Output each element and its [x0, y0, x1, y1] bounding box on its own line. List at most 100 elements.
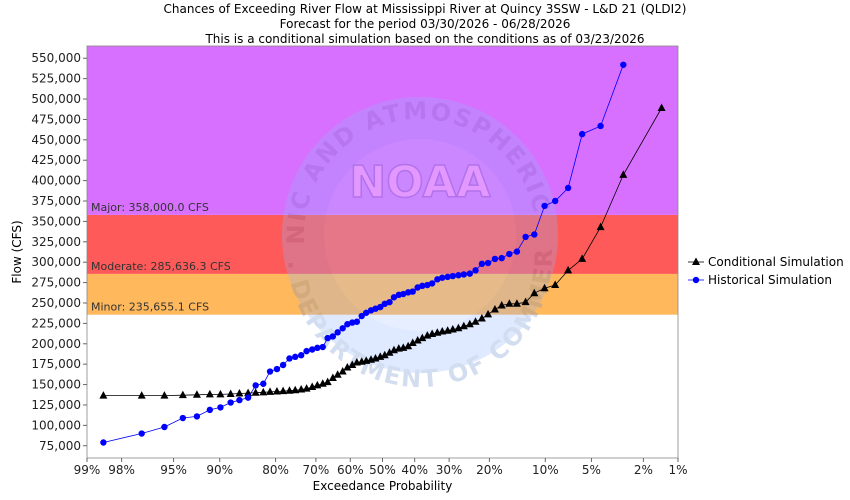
point-historical-simulation-17 [297, 352, 305, 359]
point-historical-simulation-28 [353, 318, 361, 325]
y-tick-label-19: 550,000 [31, 51, 81, 65]
point-conditional-simulation-14 [279, 386, 288, 395]
point-historical-simulation-61 [541, 202, 548, 210]
point-historical-simulation-44 [428, 280, 436, 287]
point-historical-simulation-10 [252, 382, 259, 389]
point-historical-simulation-53 [478, 260, 486, 268]
chart-title-line-1: Chances of Exceeding River Flow at Missi… [164, 2, 687, 16]
chart-title-line-3: This is a conditional simulation based o… [204, 32, 644, 46]
y-tick-label-7: 250,000 [31, 296, 81, 310]
flood-stage-bands [87, 46, 678, 315]
y-tick-label-16: 475,000 [31, 112, 81, 126]
series-historical-simulation [100, 61, 627, 446]
point-historical-simulation-58 [513, 248, 521, 255]
point-conditional-simulation-56 [497, 300, 506, 309]
point-conditional-simulation-10 [251, 388, 260, 396]
point-conditional-simulation-62 [551, 280, 560, 289]
x-tick-label-9: 30% [436, 463, 463, 477]
point-conditional-simulation-12 [266, 387, 275, 395]
y-tick-label-11: 350,000 [31, 214, 81, 228]
legend-marker-historical-simulation [692, 276, 700, 284]
point-historical-simulation-46 [439, 274, 446, 281]
point-conditional-simulation-3 [178, 390, 187, 399]
point-historical-simulation-30 [363, 309, 370, 316]
point-conditional-simulation-50 [459, 321, 468, 330]
point-historical-simulation-60 [531, 231, 538, 238]
x-axis-label: Exceedance Probability [313, 479, 453, 493]
x-tick-label-13: 2% [634, 463, 653, 477]
point-conditional-simulation-4 [192, 390, 201, 398]
y-tick-label-17: 500,000 [31, 92, 81, 106]
y-tick-label-0: 75,000 [39, 439, 81, 453]
point-conditional-simulation-7 [226, 389, 235, 397]
point-conditional-simulation-42 [418, 333, 427, 342]
point-conditional-simulation-63 [564, 265, 573, 274]
point-historical-simulation-51 [466, 270, 473, 277]
point-historical-simulation-16 [292, 353, 299, 361]
point-conditional-simulation-40 [408, 338, 417, 346]
y-tick-label-14: 425,000 [31, 153, 81, 167]
band-label-major: Major: 358,000.0 CFS [91, 201, 209, 214]
point-conditional-simulation-1 [137, 391, 146, 399]
y-tick-label-4: 175,000 [31, 357, 81, 371]
point-conditional-simulation-61 [540, 283, 549, 292]
point-historical-simulation-45 [434, 276, 441, 283]
point-historical-simulation-29 [358, 312, 365, 320]
point-conditional-simulation-58 [512, 299, 521, 307]
legend-marker-conditional-simulation [692, 257, 700, 265]
watermark-circle [282, 97, 558, 373]
watermark-inner-circle [324, 139, 516, 331]
y-tick-label-5: 200,000 [31, 337, 81, 351]
point-historical-simulation-5 [206, 406, 214, 414]
y-tick-label-1: 100,000 [31, 418, 81, 432]
data-series [99, 61, 666, 446]
x-tick-label-12: 5% [582, 463, 601, 477]
point-historical-simulation-22 [324, 334, 331, 342]
point-conditional-simulation-51 [465, 319, 474, 328]
point-conditional-simulation-0 [99, 391, 108, 399]
point-historical-simulation-23 [329, 333, 337, 340]
point-conditional-simulation-49 [454, 323, 463, 332]
point-conditional-simulation-13 [272, 387, 281, 395]
point-conditional-simulation-41 [413, 336, 422, 344]
point-historical-simulation-15 [286, 355, 293, 362]
point-conditional-simulation-59 [521, 297, 530, 306]
legend-label-conditional-simulation: Conditional Simulation [708, 255, 844, 269]
point-conditional-simulation-64 [578, 254, 587, 262]
point-historical-simulation-25 [339, 325, 346, 332]
legend-label-historical-simulation: Historical Simulation [708, 273, 832, 287]
y-tick-label-2: 125,000 [31, 398, 81, 412]
point-historical-simulation-48 [449, 272, 456, 280]
point-conditional-simulation-16 [291, 385, 300, 394]
point-conditional-simulation-27 [348, 360, 357, 368]
point-conditional-simulation-23 [328, 373, 337, 382]
point-historical-simulation-7 [227, 399, 234, 406]
point-historical-simulation-65 [597, 122, 604, 130]
point-historical-simulation-64 [578, 130, 586, 138]
legend-item-conditional-simulation: Conditional Simulation [688, 255, 844, 269]
point-historical-simulation-66 [620, 61, 627, 68]
x-tick-label-4: 80% [262, 463, 289, 477]
point-historical-simulation-57 [506, 250, 513, 258]
x-tick-label-14: 1% [668, 463, 687, 477]
point-conditional-simulation-26 [343, 362, 352, 371]
legend: Conditional Simulation Historical Simulat… [688, 255, 844, 287]
watermark-logo-text: NOAA [349, 157, 490, 208]
point-conditional-simulation-52 [471, 317, 480, 325]
point-historical-simulation-33 [377, 303, 384, 311]
point-conditional-simulation-54 [484, 309, 493, 318]
point-conditional-simulation-65 [596, 222, 605, 231]
y-tick-label-13: 400,000 [31, 174, 81, 188]
point-historical-simulation-35 [386, 298, 393, 306]
point-historical-simulation-8 [236, 396, 243, 404]
point-conditional-simulation-34 [380, 350, 389, 359]
x-tick-label-2: 95% [160, 463, 187, 477]
legend-item-historical-simulation: Historical Simulation [688, 273, 832, 287]
point-historical-simulation-36 [390, 294, 398, 301]
point-historical-simulation-11 [260, 380, 267, 387]
point-historical-simulation-13 [273, 365, 281, 373]
point-conditional-simulation-5 [205, 389, 214, 398]
point-conditional-simulation-2 [160, 391, 169, 399]
point-historical-simulation-56 [498, 254, 505, 262]
point-historical-simulation-24 [334, 329, 341, 336]
